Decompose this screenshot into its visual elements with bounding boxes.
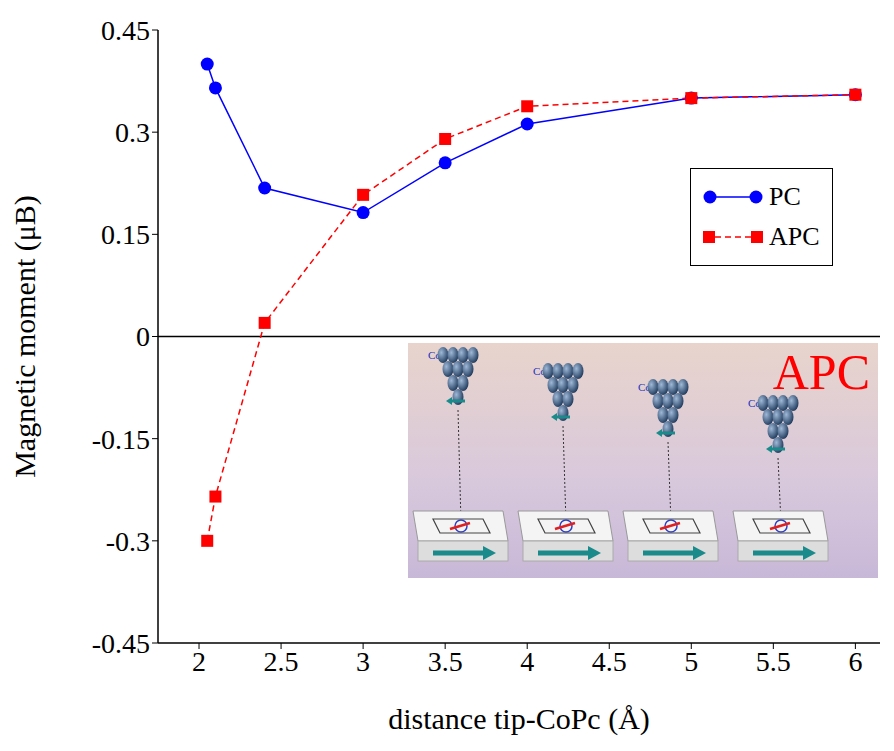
svg-text:5.5: 5.5 — [756, 646, 791, 677]
svg-text:2.5: 2.5 — [264, 646, 299, 677]
svg-text:-0.3: -0.3 — [106, 526, 150, 557]
svg-text:APC: APC — [773, 344, 870, 400]
svg-text:6: 6 — [848, 646, 862, 677]
svg-text:Magnetic moment (μB): Magnetic moment (μB) — [8, 195, 42, 478]
svg-text:-0.15: -0.15 — [92, 424, 150, 455]
svg-text:Co: Co — [748, 397, 761, 409]
svg-text:3: 3 — [356, 646, 370, 677]
svg-text:0.3: 0.3 — [115, 117, 150, 148]
svg-text:-0.45: -0.45 — [92, 628, 150, 659]
html-text:APC: APC — [769, 222, 820, 251]
html-text:PC: PC — [769, 182, 801, 211]
svg-text:Co: Co — [638, 381, 651, 393]
svg-text:0.15: 0.15 — [101, 219, 150, 250]
svg-text:Co: Co — [533, 365, 546, 377]
svg-text:4: 4 — [520, 646, 534, 677]
svg-text:4.5: 4.5 — [592, 646, 627, 677]
svg-text:2: 2 — [192, 646, 206, 677]
svg-text:3.5: 3.5 — [428, 646, 463, 677]
svg-text:0: 0 — [136, 321, 150, 352]
svg-text:0.45: 0.45 — [101, 15, 150, 46]
svg-text:distance tip-CoPc (Å): distance tip-CoPc (Å) — [388, 702, 650, 736]
svg-text:5: 5 — [684, 646, 698, 677]
svg-text:Co: Co — [428, 349, 441, 361]
